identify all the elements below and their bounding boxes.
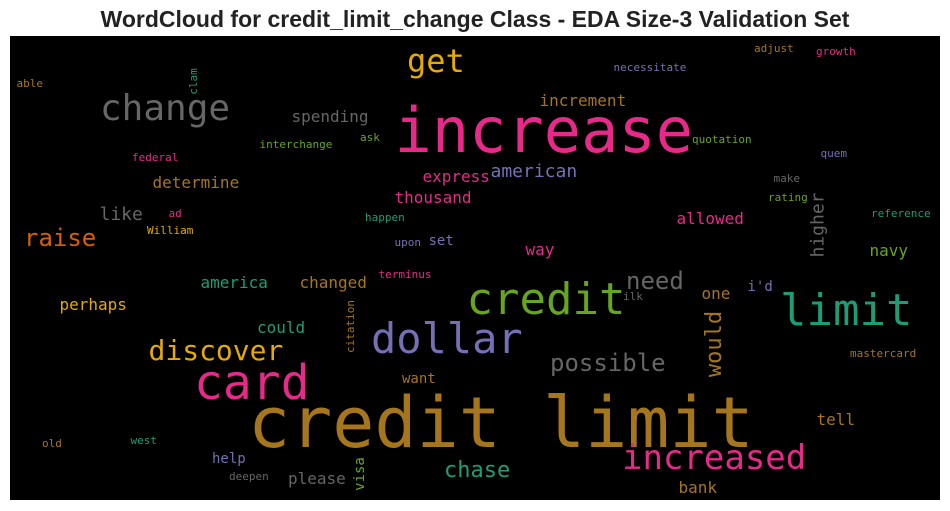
word-would: would: [702, 310, 728, 378]
word-discover: discover: [148, 334, 284, 367]
word-allowed: allowed: [676, 209, 744, 228]
word-possible: possible: [550, 349, 666, 377]
word-chase: chase: [444, 458, 511, 483]
word-credit-limit: credit limit: [248, 382, 754, 464]
word-ilk: ilk: [623, 289, 643, 303]
word-west: west: [130, 433, 158, 447]
word-dollar: dollar: [371, 314, 523, 363]
word-growth: growth: [816, 44, 856, 58]
word-reference: reference: [871, 206, 931, 220]
word-old: old: [42, 436, 62, 450]
word-bank: bank: [678, 478, 718, 497]
word-way: way: [525, 240, 555, 259]
word-happen: happen: [365, 210, 405, 224]
word-america: america: [200, 273, 268, 292]
word-change: change: [100, 88, 231, 129]
word-mastercard: mastercard: [850, 346, 917, 360]
word-higher: higher: [807, 192, 829, 258]
word-need: need: [626, 267, 684, 295]
word-ad: ad: [168, 206, 182, 220]
word-interchange: interchange: [259, 137, 333, 151]
word-ask: ask: [360, 130, 380, 144]
word-quem: quem: [820, 146, 848, 160]
word-able: able: [16, 76, 44, 90]
word-raise: raise: [24, 224, 97, 252]
word-perhaps: perhaps: [59, 295, 127, 314]
word-make: make: [773, 171, 801, 185]
word-changed: changed: [299, 273, 367, 292]
word-adjust: adjust: [754, 41, 794, 55]
chart-title: WordCloud for credit_limit_change Class …: [100, 6, 850, 32]
word-terminus: terminus: [378, 267, 432, 281]
word-like: like: [99, 204, 143, 225]
word-clam: clam: [186, 67, 200, 95]
word-help: help: [212, 451, 246, 467]
word-federal: federal: [132, 150, 179, 164]
word-increase: increase: [394, 94, 694, 167]
word-card: card: [194, 355, 310, 411]
word-express: express: [422, 167, 490, 186]
word-quotation: quotation: [692, 132, 752, 146]
word-navy: navy: [869, 241, 909, 260]
word-thousand: thousand: [394, 188, 472, 207]
word-determine: determine: [152, 173, 240, 192]
word-want: want: [402, 371, 436, 387]
word-visa: visa: [351, 457, 368, 491]
word-citation: citation: [343, 299, 357, 353]
word-american: american: [490, 161, 578, 182]
word-increased: increased: [622, 438, 807, 478]
wordcloud-canvas: credit limit increase dollar card credit limi…: [10, 36, 940, 500]
word-necessitate: necessitate: [613, 60, 687, 74]
word-increment: increment: [539, 91, 627, 110]
word-william: William: [147, 223, 194, 237]
word-limit: limit: [780, 285, 913, 336]
word-spending: spending: [291, 107, 369, 126]
word-one: one: [701, 284, 731, 303]
word-rating: rating: [768, 190, 808, 204]
word-upon: upon: [394, 235, 422, 249]
word-set: set: [428, 233, 454, 249]
word-i-d: i'd: [747, 279, 773, 295]
word-could: could: [257, 318, 306, 337]
word-tell: tell: [816, 410, 856, 429]
word-please: please: [288, 469, 346, 488]
word-get: get: [407, 42, 465, 80]
word-deepen: deepen: [229, 469, 269, 483]
word-credit: credit: [466, 274, 626, 325]
